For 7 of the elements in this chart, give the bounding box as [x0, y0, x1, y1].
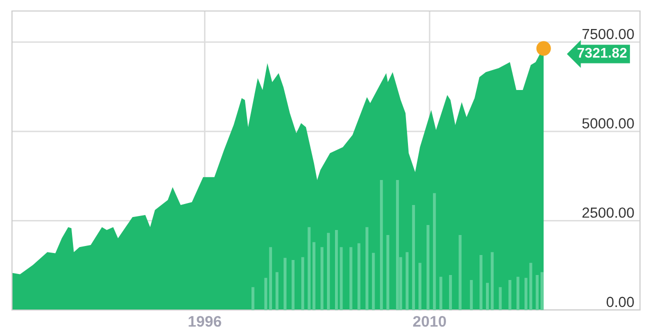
y-tick-label: 0.00 [606, 296, 634, 308]
x-tick-label: 2010 [413, 316, 446, 327]
y-tick-label: 7500.00 [582, 28, 634, 40]
x-tick-label: 1996 [188, 316, 222, 327]
y-tick-label: 5000.00 [582, 118, 634, 129]
annotation: 7321.82 [578, 48, 627, 58]
y-tick-label: 2500.00 [582, 207, 634, 218]
